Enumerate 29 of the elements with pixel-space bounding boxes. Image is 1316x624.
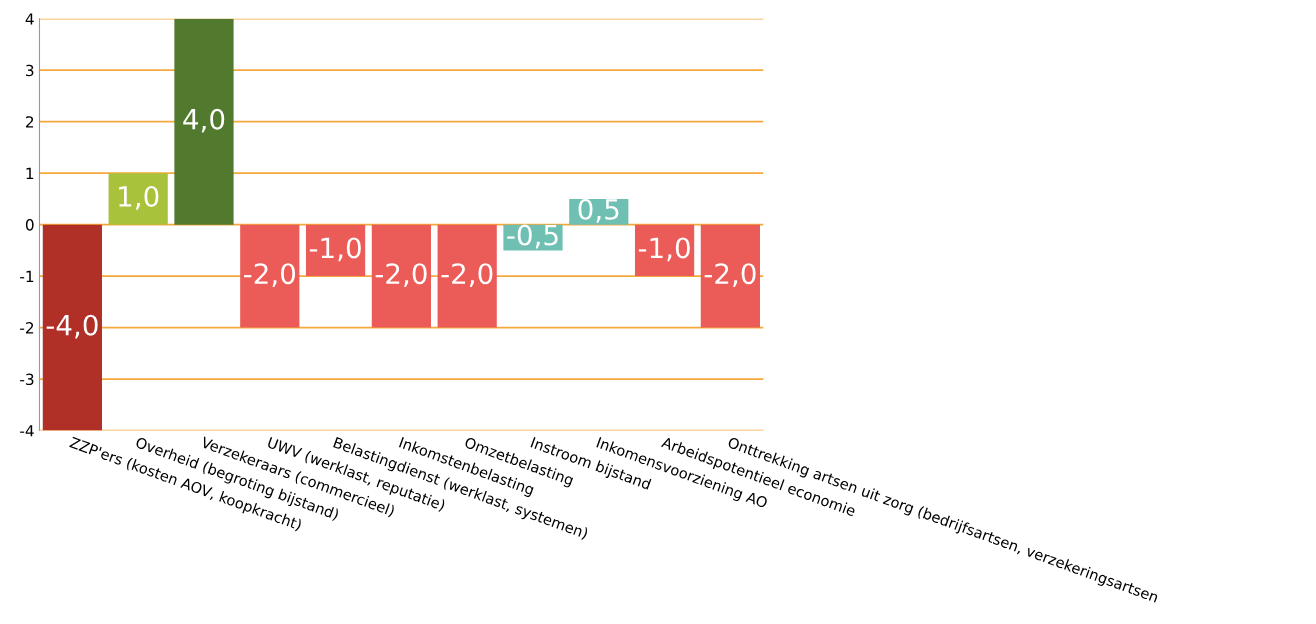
bar — [305, 224, 366, 277]
data-label: -2,0 — [375, 263, 427, 288]
bar — [700, 224, 760, 328]
y-tick-label: -4 — [20, 425, 34, 437]
data-label: -1,0 — [309, 237, 361, 262]
y-tick-label: 3 — [26, 64, 34, 77]
data-label: -2,0 — [244, 263, 296, 288]
y-tick-label: 1 — [26, 167, 34, 179]
bar — [108, 173, 168, 225]
bar — [42, 224, 102, 431]
bar — [371, 224, 431, 328]
data-label: 1,0 — [119, 185, 159, 210]
bar — [240, 224, 300, 328]
data-label: 0,5 — [578, 198, 619, 223]
data-label: -0,5 — [507, 224, 558, 249]
data-label: -2,0 — [441, 263, 493, 288]
y-tick-label: -2 — [20, 322, 34, 334]
data-label: -4,0 — [46, 314, 98, 339]
bar — [634, 224, 695, 277]
data-label: -2,0 — [704, 263, 756, 288]
bar — [174, 18, 234, 225]
y-tick-label: 0 — [25, 219, 34, 231]
y-tick-label: 4 — [25, 13, 34, 25]
y-tick-label: -1 — [20, 270, 34, 282]
data-label: -1,0 — [638, 237, 690, 262]
y-tick-label: 2 — [26, 116, 34, 128]
data-label: 4,0 — [183, 108, 225, 133]
y-tick-label: -3 — [20, 373, 34, 386]
bar — [437, 224, 497, 328]
